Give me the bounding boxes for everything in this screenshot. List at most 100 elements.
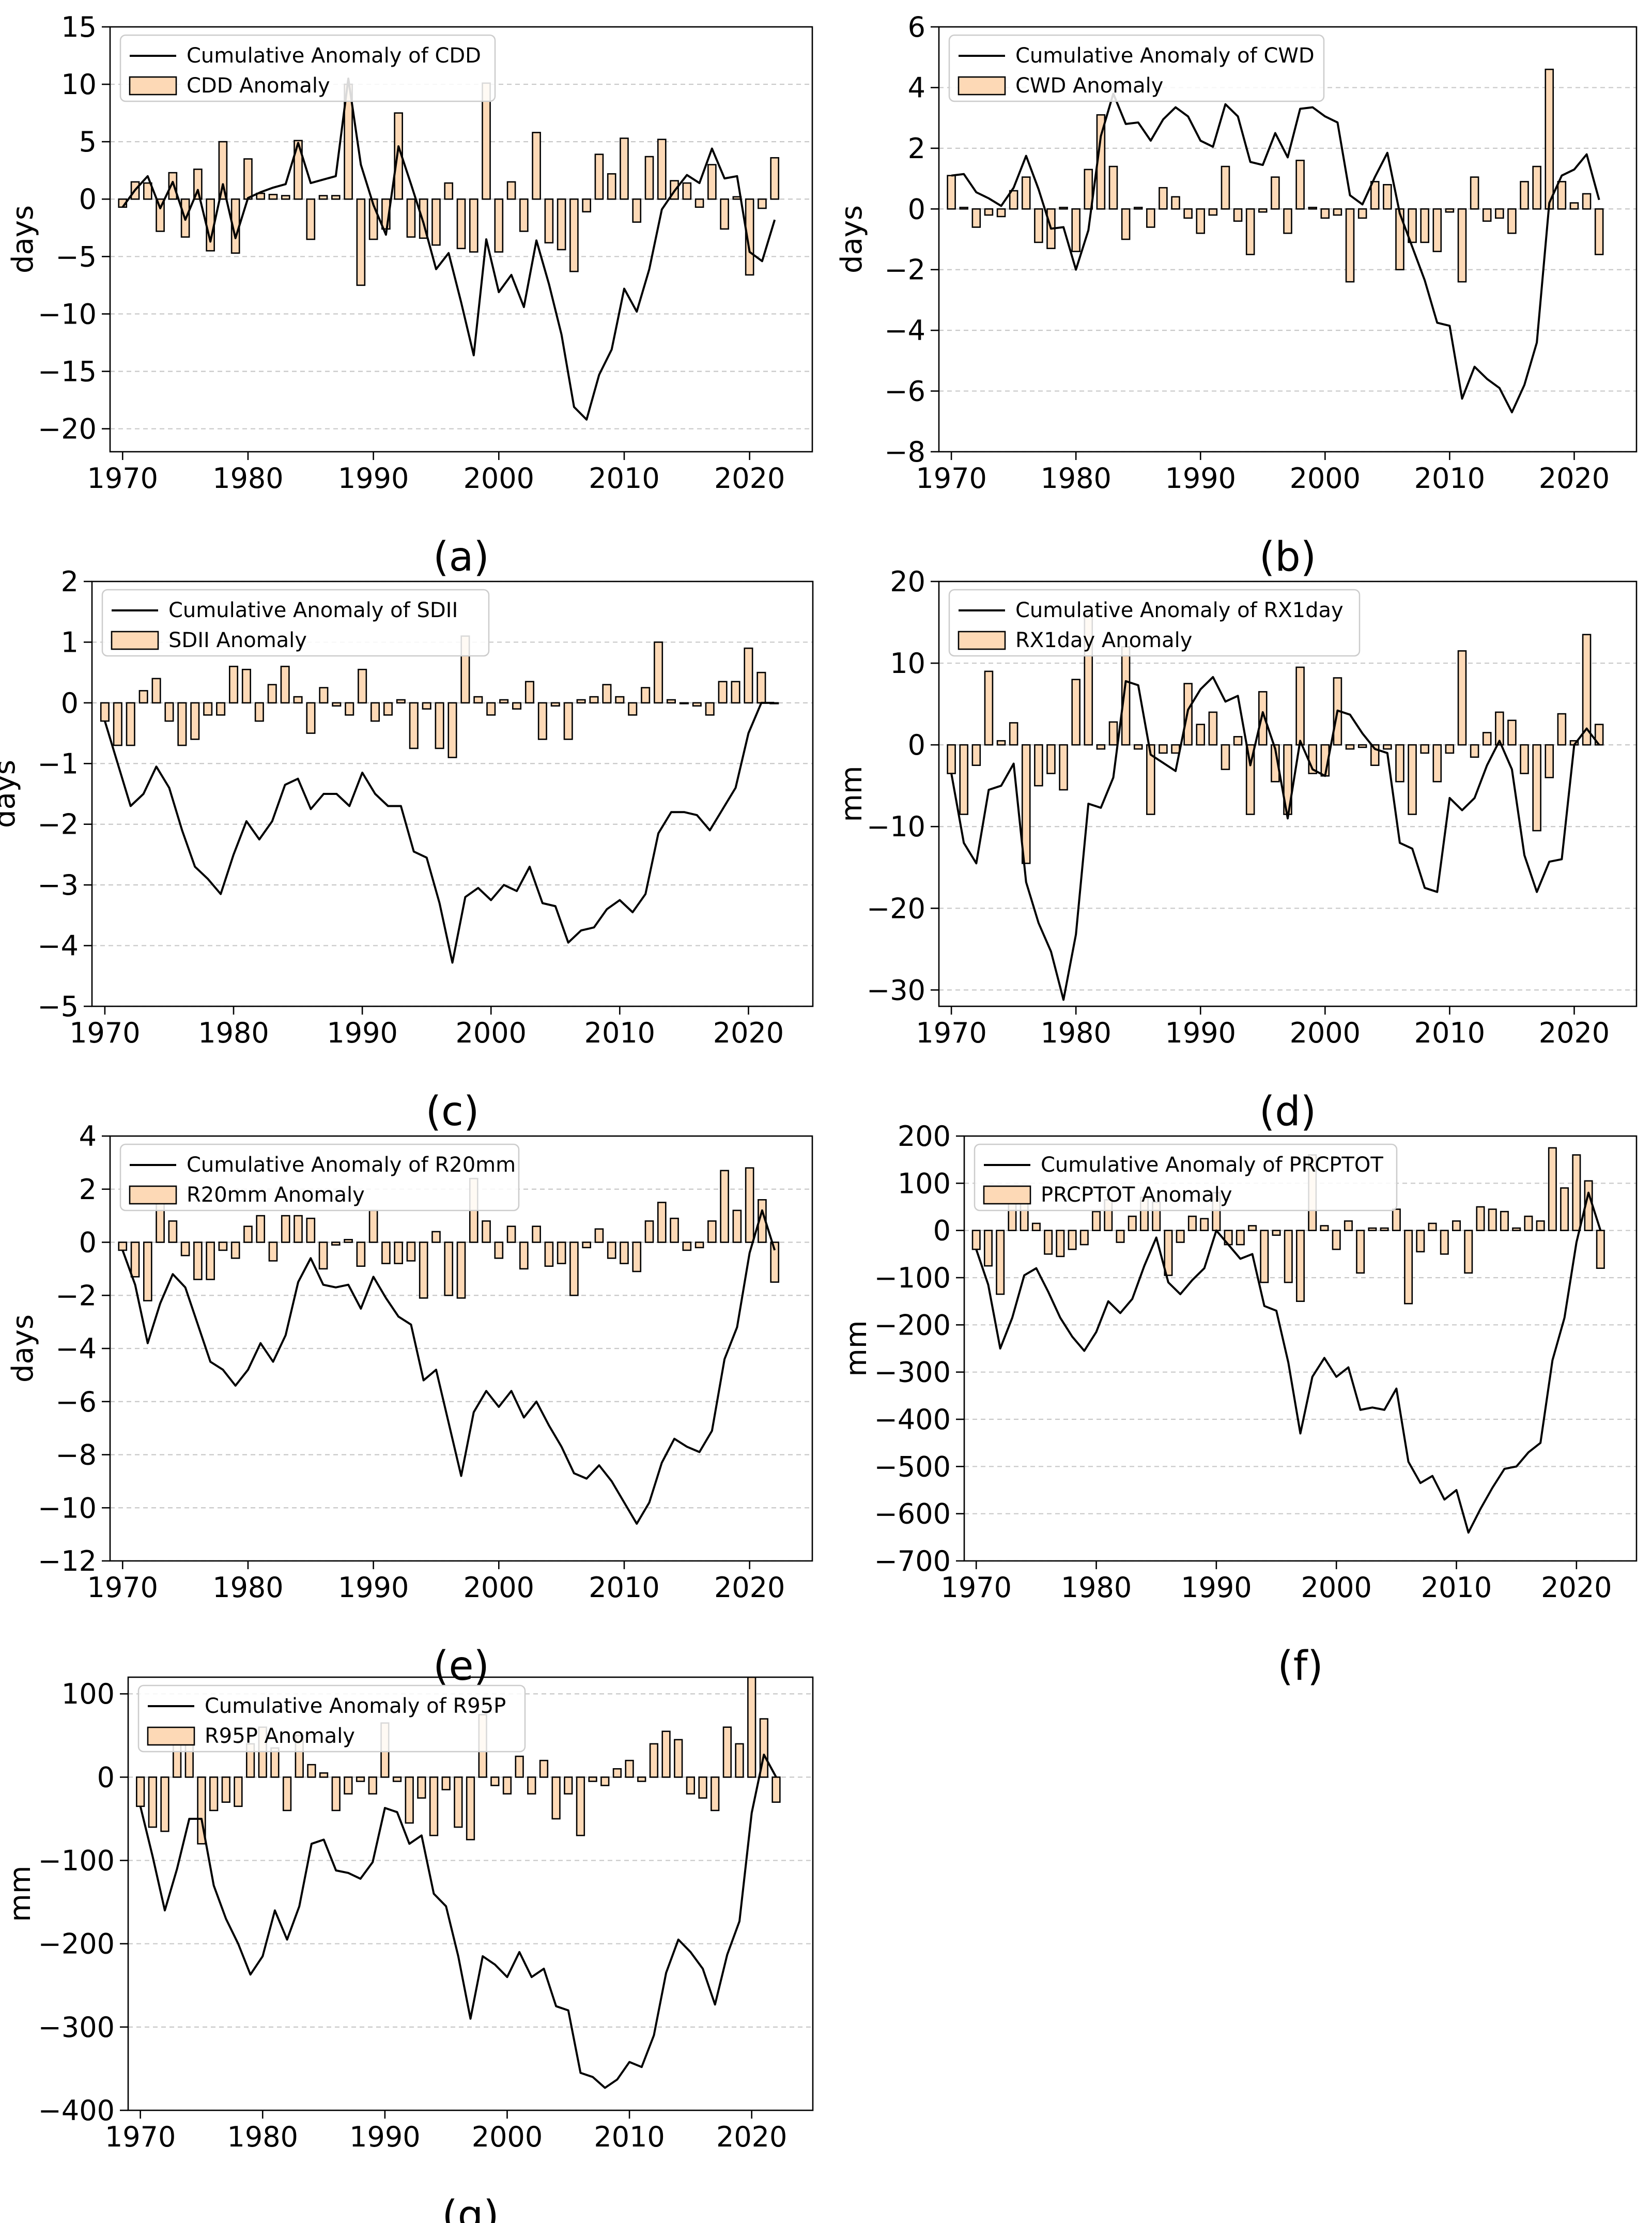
- anomaly-bar: [494, 1241, 504, 1259]
- x-tick-label: 1990: [349, 2121, 420, 2153]
- anomaly-bar: [1452, 1220, 1461, 1231]
- anomaly-bar: [1476, 1206, 1485, 1231]
- anomaly-bar: [1236, 1230, 1245, 1246]
- legend-bar-swatch: [129, 76, 177, 96]
- anomaly-bar: [281, 1215, 290, 1243]
- anomaly-bar: [744, 647, 753, 704]
- anomaly-bar: [113, 702, 122, 746]
- x-tick-label: 1980: [1040, 462, 1111, 495]
- y-axis-label: days: [6, 1314, 40, 1383]
- anomaly-bar: [293, 696, 303, 704]
- anomaly-bar: [1408, 744, 1417, 815]
- legend-line-label: Cumulative Anomaly of SDII: [168, 599, 458, 622]
- anomaly-bar: [1572, 1154, 1581, 1231]
- anomaly-bar: [971, 208, 981, 228]
- anomaly-bar: [1416, 1230, 1425, 1253]
- y-tick-label: −6: [884, 375, 925, 408]
- anomaly-bar: [1133, 744, 1143, 750]
- anomaly-bar: [218, 1241, 228, 1251]
- anomaly-bar: [718, 681, 728, 704]
- anomaly-bar: [136, 1776, 145, 1807]
- y-axis-label: mm: [835, 765, 869, 822]
- anomaly-bar: [230, 1241, 240, 1259]
- legend-bar-label: CWD Anomaly: [1015, 74, 1163, 98]
- anomaly-bar: [319, 687, 329, 704]
- legend-bar-label: SDII Anomaly: [168, 628, 307, 652]
- legend-bar-swatch: [958, 76, 1006, 96]
- anomaly-bar: [1295, 1230, 1305, 1302]
- anomaly-bar: [332, 702, 342, 707]
- anomaly-bar: [1009, 190, 1018, 210]
- y-tick-label: 100: [898, 1167, 951, 1200]
- anomaly-bar: [1495, 208, 1504, 219]
- anomaly-bar: [148, 1776, 157, 1828]
- anomaly-bar: [984, 208, 994, 216]
- anomaly-bar: [1420, 744, 1429, 754]
- legend-line-label: Cumulative Anomaly of PRCPTOT: [1041, 1153, 1383, 1177]
- anomaly-bar: [564, 1776, 573, 1795]
- y-tick-label: −30: [867, 974, 925, 1006]
- anomaly-bar: [707, 164, 717, 200]
- anomaly-bar: [1432, 208, 1442, 252]
- anomaly-bar: [1457, 208, 1467, 283]
- y-tick-label: −200: [38, 1928, 115, 1960]
- anomaly-bar: [539, 1759, 549, 1778]
- anomaly-bar: [771, 1776, 781, 1803]
- anomaly-bar: [345, 702, 354, 716]
- anomaly-bar: [409, 702, 419, 749]
- anomaly-bar: [368, 1776, 377, 1795]
- anomaly-bar: [756, 671, 766, 704]
- anomaly-bar: [118, 1241, 128, 1251]
- x-tick-label: 2020: [1539, 1017, 1610, 1049]
- anomaly-bar: [190, 702, 200, 740]
- panel-label: (f): [1277, 1643, 1323, 1690]
- anomaly-bar: [711, 1776, 720, 1812]
- anomaly-bar: [947, 744, 956, 774]
- anomaly-bar: [720, 1170, 729, 1243]
- anomaly-bar: [1404, 1230, 1413, 1305]
- legend-bar-label: R20mm Anomaly: [187, 1183, 365, 1207]
- anomaly-bar: [381, 1241, 391, 1264]
- x-tick-label: 1970: [916, 1017, 986, 1049]
- anomaly-bar: [947, 175, 956, 210]
- anomaly-bar: [1320, 1225, 1329, 1231]
- anomaly-bar: [1368, 1227, 1377, 1231]
- x-tick-label: 2020: [713, 1017, 784, 1049]
- anomaly-bar: [392, 1776, 402, 1782]
- anomaly-bar: [1171, 744, 1180, 754]
- anomaly-bar: [1470, 176, 1479, 210]
- anomaly-bar: [156, 198, 165, 232]
- legend-line-label: Cumulative Anomaly of RX1day: [1015, 599, 1344, 622]
- anomaly-bar: [506, 1225, 516, 1243]
- y-tick-label: 0: [908, 193, 925, 225]
- legend-box: [119, 1143, 520, 1212]
- x-tick-label: 2010: [594, 2121, 665, 2153]
- anomaly-bar: [268, 1241, 278, 1262]
- anomaly-bar: [615, 696, 625, 704]
- anomaly-bar: [1333, 208, 1342, 216]
- anomaly-bar: [657, 139, 667, 200]
- anomaly-bar: [469, 198, 478, 253]
- anomaly-bar: [594, 154, 604, 200]
- x-tick-label: 1970: [69, 1017, 140, 1049]
- plot-frame: [91, 580, 814, 1007]
- anomaly-bar: [280, 666, 290, 704]
- chart-panel-a: 15 10 5 0 −5 −10 −15 −20 1970 1980 1990 2000 2010 202…: [6, 11, 813, 580]
- legend-line-label: Cumulative Anomaly of R20mm: [187, 1153, 516, 1177]
- x-tick-label: 1990: [1165, 1017, 1236, 1049]
- y-tick-label: 2: [79, 1173, 97, 1206]
- x-tick-label: 2000: [472, 2121, 543, 2153]
- y-tick-label: −300: [38, 2011, 115, 2044]
- anomaly-bar: [1520, 744, 1529, 774]
- bar-series: [100, 635, 779, 758]
- anomaly-bar: [1034, 744, 1043, 787]
- legend-bar-label: PRCPTOT Anomaly: [1041, 1183, 1232, 1207]
- x-tick-label: 1980: [227, 2121, 298, 2153]
- anomaly-bar: [1059, 744, 1068, 791]
- y-tick-label: −3: [37, 869, 79, 901]
- anomaly-bar: [502, 1776, 512, 1795]
- anomaly-bar: [1046, 744, 1056, 774]
- anomaly-bar: [331, 1776, 341, 1812]
- anomaly-bar: [1009, 722, 1018, 746]
